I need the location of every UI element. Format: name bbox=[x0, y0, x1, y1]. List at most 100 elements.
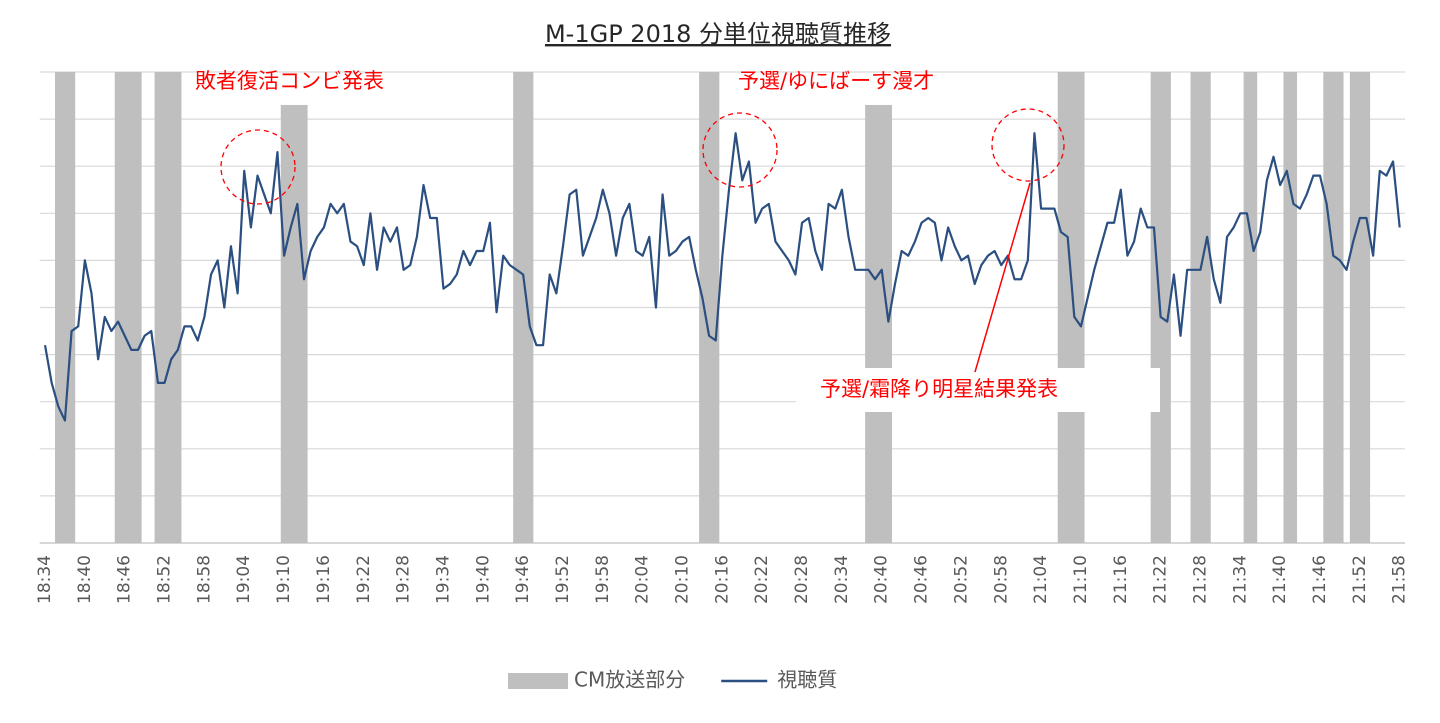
x-tick-label: 19:52 bbox=[553, 555, 573, 604]
x-tick-label: 19:58 bbox=[593, 555, 613, 604]
x-tick-label: 19:16 bbox=[314, 555, 334, 604]
x-tick-label: 20:34 bbox=[832, 555, 852, 604]
cm-bar bbox=[300, 104, 308, 543]
x-tick-label: 19:04 bbox=[234, 555, 254, 604]
cm-bar bbox=[1349, 72, 1357, 543]
cm-bar bbox=[526, 72, 534, 543]
cm-bar bbox=[1290, 72, 1298, 543]
cm-bar bbox=[167, 72, 175, 543]
cm-bar bbox=[1363, 72, 1371, 543]
cm-bar bbox=[287, 104, 295, 543]
x-tick-label: 21:22 bbox=[1151, 555, 1171, 604]
x-tick-label: 21:10 bbox=[1071, 555, 1091, 604]
x-tick-label: 20:10 bbox=[673, 555, 693, 604]
cm-bar bbox=[1150, 72, 1158, 543]
x-tick-label: 21:28 bbox=[1190, 555, 1210, 604]
highlight-circle bbox=[702, 112, 778, 188]
legend-swatch bbox=[508, 673, 568, 689]
cm-bar bbox=[1323, 72, 1331, 543]
cm-bar bbox=[128, 72, 135, 543]
rating-line bbox=[43, 132, 1401, 422]
x-tick-label: 20:28 bbox=[792, 555, 812, 604]
cm-bar bbox=[705, 72, 713, 543]
x-tick-label: 21:04 bbox=[1031, 555, 1051, 604]
chart-title: M-1GP 2018 分単位視聴質推移 bbox=[545, 20, 891, 48]
cm-bars bbox=[54, 72, 1371, 543]
cm-bar bbox=[294, 104, 301, 543]
cm-bar bbox=[134, 72, 142, 543]
cm-bar bbox=[885, 104, 892, 543]
cm-bar bbox=[513, 72, 521, 543]
x-tick-label: 19:40 bbox=[473, 555, 493, 604]
legend-label: 視聴質 bbox=[777, 668, 837, 692]
annotation: 予選/霜降り明星結果発表 bbox=[820, 377, 1058, 401]
cm-bar bbox=[712, 72, 720, 543]
x-tick-label: 18:34 bbox=[35, 555, 55, 604]
cm-bar bbox=[1250, 72, 1258, 543]
x-tick-label: 21:58 bbox=[1390, 555, 1410, 604]
x-tick-label: 18:46 bbox=[115, 555, 135, 604]
cm-bar bbox=[1057, 72, 1065, 543]
cm-bar bbox=[1336, 72, 1344, 543]
cm-bar bbox=[280, 104, 288, 543]
x-tick-label: 18:58 bbox=[194, 555, 214, 604]
cm-bar bbox=[121, 72, 129, 543]
annotation-arrow bbox=[974, 182, 1031, 373]
x-tick-label: 20:52 bbox=[951, 555, 971, 604]
x-tick-label: 20:04 bbox=[633, 555, 653, 604]
legend: CM放送部分 視聴質 bbox=[508, 668, 837, 692]
cm-bar bbox=[1190, 72, 1198, 543]
cm-bar bbox=[865, 104, 873, 543]
x-tick-label: 21:52 bbox=[1350, 555, 1370, 604]
cm-bar bbox=[878, 104, 886, 543]
legend-label: CM放送部分 bbox=[574, 668, 685, 692]
x-tick-label: 20:58 bbox=[991, 555, 1011, 604]
annotation-box bbox=[796, 368, 1160, 412]
cm-bar bbox=[1356, 72, 1364, 543]
cm-bar bbox=[519, 72, 527, 543]
annotation: 予選/ゆにばーす漫才 bbox=[738, 69, 934, 93]
x-tick-label: 19:22 bbox=[354, 555, 374, 604]
x-tick-label: 20:46 bbox=[912, 555, 932, 604]
cm-bar bbox=[1329, 72, 1337, 543]
x-tick-label: 20:40 bbox=[872, 555, 892, 604]
cm-bar bbox=[1064, 72, 1072, 543]
cm-bar bbox=[61, 72, 69, 543]
highlight-circle bbox=[991, 108, 1065, 182]
x-tick-label: 19:34 bbox=[433, 555, 453, 604]
cm-bar bbox=[174, 72, 182, 543]
x-tick-label: 21:40 bbox=[1270, 555, 1290, 604]
x-tick-label: 18:40 bbox=[75, 555, 95, 604]
highlight-circle bbox=[220, 129, 296, 205]
cm-bar bbox=[1197, 72, 1205, 543]
annotation: 敗者復活コンビ発表 bbox=[195, 69, 384, 93]
x-tick-label: 21:46 bbox=[1310, 555, 1330, 604]
cm-bar bbox=[54, 72, 62, 543]
cm-bar bbox=[154, 72, 162, 543]
lines bbox=[43, 132, 1401, 422]
x-axis: 18:34 18:40 18:46 18:52 18:58 19:04 19:10 19:16… bbox=[35, 555, 1410, 604]
cm-bar bbox=[1163, 72, 1171, 543]
x-tick-label: 19:46 bbox=[513, 555, 533, 604]
x-tick-label: 20:16 bbox=[712, 555, 732, 604]
cm-bar bbox=[114, 72, 122, 543]
grid bbox=[39, 71, 1405, 544]
cm-bar bbox=[161, 72, 169, 543]
cm-bar bbox=[871, 104, 879, 543]
x-tick-label: 21:16 bbox=[1111, 555, 1131, 604]
x-tick-label: 20:22 bbox=[752, 555, 772, 604]
x-tick-label: 18:52 bbox=[155, 555, 175, 604]
cm-bar bbox=[1203, 72, 1211, 543]
x-tick-label: 21:34 bbox=[1230, 555, 1250, 604]
cm-bar bbox=[68, 72, 76, 543]
cm-bar bbox=[699, 72, 707, 543]
x-tick-label: 19:28 bbox=[394, 555, 414, 604]
cm-bar bbox=[1077, 72, 1085, 543]
cm-bar bbox=[1243, 72, 1251, 543]
x-tick-label: 19:10 bbox=[274, 555, 294, 604]
cm-bar bbox=[1283, 72, 1291, 543]
